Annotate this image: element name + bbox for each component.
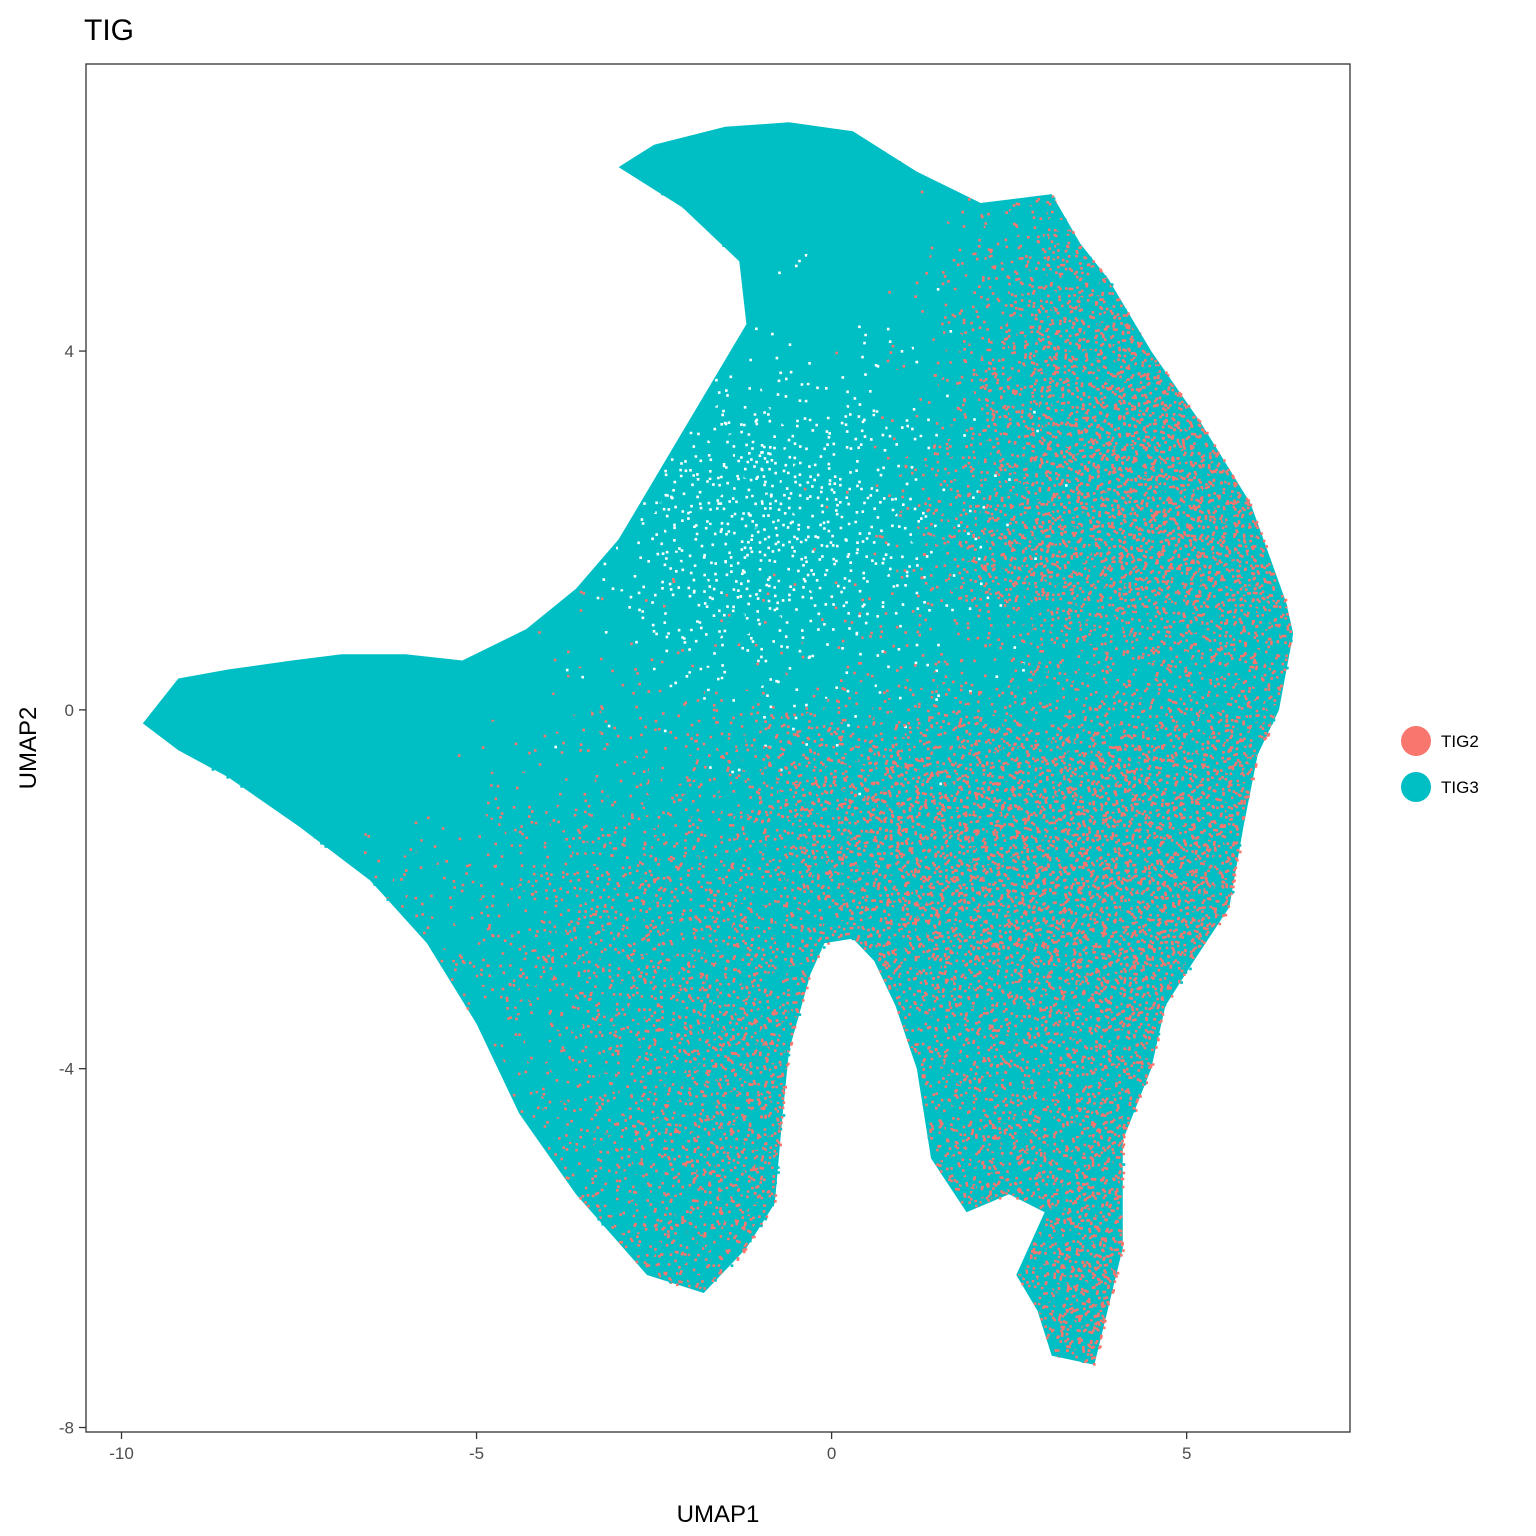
legend-label-tig3: TIG3 (1441, 778, 1479, 797)
legend-key-tig3 (1401, 772, 1431, 802)
y-axis-label: UMAP2 (15, 707, 42, 790)
chart-title: TIG (84, 14, 134, 47)
plot-panel-border (85, 63, 1351, 1433)
y-axis: -8 -4 0 4 (59, 342, 86, 1438)
x-axis-label: UMAP1 (677, 1501, 760, 1528)
legend-key-tig2 (1401, 726, 1431, 756)
legend: TIG2 TIG3 (1401, 726, 1479, 802)
y-tick-label: -8 (59, 1419, 74, 1438)
y-tick-label: 0 (65, 701, 74, 720)
x-tick-label: 5 (1182, 1444, 1191, 1463)
y-tick-label: -4 (59, 1060, 74, 1079)
tig2-point-cloud (364, 190, 1293, 1366)
x-tick-label: -10 (109, 1444, 134, 1463)
x-tick-label: -5 (469, 1444, 484, 1463)
y-tick-label: 4 (65, 342, 74, 361)
x-axis: -10 -5 0 5 (109, 1432, 1191, 1463)
points-layer (142, 122, 1294, 1366)
legend-label-tig2: TIG2 (1441, 732, 1479, 751)
tig2-points (364, 190, 1293, 1366)
x-tick-label: 0 (827, 1444, 836, 1463)
